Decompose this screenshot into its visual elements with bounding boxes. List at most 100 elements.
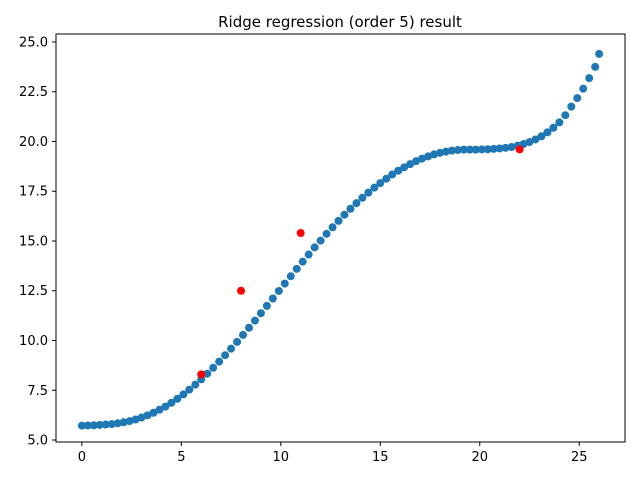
- data-point-series-0: [215, 357, 224, 366]
- data-point-series-0: [113, 419, 122, 428]
- data-point-series-0: [274, 286, 283, 295]
- data-point-series-0: [561, 111, 570, 120]
- data-point-series-0: [501, 143, 510, 152]
- x-tick-label: 10: [273, 450, 290, 465]
- data-point-series-0: [322, 229, 331, 238]
- data-point-series-0: [555, 118, 564, 127]
- data-point-series-0: [579, 84, 588, 93]
- x-tick-label: 20: [471, 450, 488, 465]
- data-point-series-0: [77, 421, 86, 430]
- data-point-series-0: [465, 145, 474, 154]
- data-point-series-0: [477, 145, 486, 154]
- data-point-series-0: [489, 144, 498, 153]
- data-point-series-0: [316, 236, 325, 245]
- data-point-series-0: [298, 257, 307, 266]
- data-point-series-0: [286, 272, 295, 281]
- data-point-series-0: [101, 420, 110, 429]
- data-point-series-0: [250, 316, 259, 325]
- data-point-series-0: [406, 160, 415, 169]
- y-tick-label: 10.0: [19, 334, 48, 349]
- data-point-series-0: [292, 264, 301, 273]
- data-point-series-0: [161, 402, 170, 411]
- data-point-series-0: [239, 330, 248, 339]
- data-point-series-0: [376, 179, 385, 188]
- data-point-series-0: [412, 157, 421, 166]
- data-point-series-0: [507, 143, 516, 152]
- data-point-series-0: [328, 223, 337, 232]
- y-tick-label: 17.5: [19, 185, 48, 200]
- chart-title: Ridge regression (order 5) result: [218, 13, 462, 31]
- data-point-series-0: [453, 146, 462, 155]
- y-axis: 5.0 7.5 10.0 12.5 15.0 17.5 20.0 22.5 25.0: [19, 35, 56, 449]
- x-tick-label: 25: [571, 450, 588, 465]
- data-point-series-0: [107, 420, 116, 429]
- data-point-series-0: [143, 411, 152, 420]
- data-point-series-0: [346, 204, 355, 213]
- data-point-series-0: [567, 102, 576, 111]
- y-tick-label: 7.5: [27, 384, 48, 399]
- data-point-series-0: [352, 199, 361, 208]
- data-point-series-0: [591, 62, 600, 71]
- y-tick-label: 20.0: [19, 135, 48, 150]
- data-point-series-0: [83, 421, 92, 430]
- y-tick-label: 22.5: [19, 85, 48, 100]
- data-point-series-0: [244, 323, 253, 332]
- data-point-series-0: [203, 369, 212, 378]
- data-point-series-0: [471, 145, 480, 154]
- data-point-series-0: [167, 398, 176, 407]
- data-point-series-0: [358, 193, 367, 202]
- data-point-series-0: [185, 385, 194, 394]
- data-point-series-0: [525, 138, 534, 147]
- data-point-series-0: [447, 146, 456, 155]
- data-point-series-0: [400, 163, 409, 172]
- data-point-series-0: [310, 243, 319, 252]
- y-tick-label: 5.0: [27, 434, 48, 449]
- data-point-series-0: [221, 351, 230, 360]
- data-point-series-0: [549, 123, 558, 132]
- data-point-series-0: [382, 174, 391, 183]
- data-point-series-0: [483, 145, 492, 154]
- data-point-series-0: [191, 380, 200, 389]
- data-point-series-0: [119, 418, 128, 427]
- data-point-series-0: [537, 132, 546, 141]
- x-tick-label: 5: [177, 450, 185, 465]
- data-point-series-0: [585, 74, 594, 83]
- data-point-series-1: [237, 286, 246, 295]
- data-point-series-0: [531, 135, 540, 144]
- data-point-series-0: [149, 408, 158, 417]
- data-point-series-0: [304, 250, 313, 259]
- data-point-series-0: [441, 147, 450, 156]
- x-tick-label: 0: [78, 450, 86, 465]
- data-point-series-0: [435, 148, 444, 157]
- data-point-series-0: [543, 128, 552, 137]
- data-point-series-1: [197, 370, 206, 379]
- x-axis: 0 5 10 15 20 25: [78, 442, 588, 465]
- data-point-series-1: [515, 145, 524, 154]
- data-point-series-0: [280, 279, 289, 288]
- data-point-series-0: [262, 301, 271, 310]
- data-point-series-0: [179, 390, 188, 399]
- y-tick-label: 25.0: [19, 35, 48, 50]
- data-point-series-0: [334, 216, 343, 225]
- data-point-series-0: [340, 210, 349, 219]
- data-point-series-0: [95, 420, 104, 429]
- x-tick-label: 15: [372, 450, 389, 465]
- data-point-series-0: [388, 170, 397, 179]
- data-point-series-0: [89, 421, 98, 430]
- y-tick-label: 15.0: [19, 234, 48, 249]
- data-point-series-0: [573, 94, 582, 103]
- y-tick-label: 12.5: [19, 284, 48, 299]
- data-point-series-0: [394, 166, 403, 175]
- data-points: [77, 49, 604, 430]
- data-point-series-0: [155, 405, 164, 414]
- data-point-series-0: [364, 188, 373, 197]
- data-point-series-0: [495, 144, 504, 153]
- data-point-series-0: [459, 145, 468, 154]
- data-point-series-0: [227, 344, 236, 353]
- data-point-series-0: [595, 49, 604, 58]
- data-point-series-0: [370, 183, 379, 192]
- plot-frame: [55, 33, 626, 443]
- data-point-series-1: [296, 229, 305, 238]
- data-point-series-0: [209, 363, 218, 372]
